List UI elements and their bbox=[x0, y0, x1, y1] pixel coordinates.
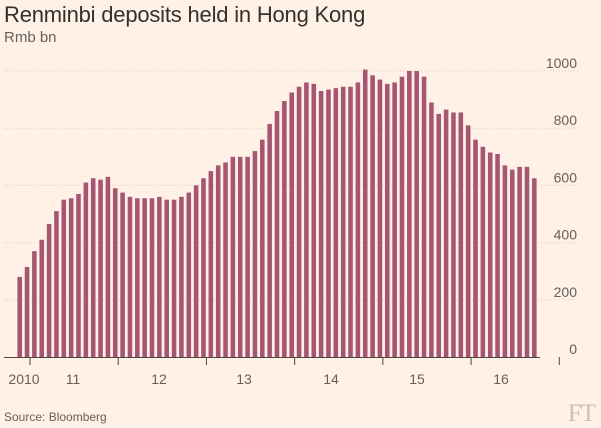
x-tick-label: 12 bbox=[151, 371, 167, 387]
x-axis bbox=[4, 357, 560, 365]
bar bbox=[480, 146, 486, 357]
bar bbox=[237, 156, 243, 357]
bar bbox=[39, 239, 45, 357]
bar bbox=[443, 109, 449, 357]
bar bbox=[304, 82, 309, 357]
bar bbox=[223, 162, 228, 357]
bar bbox=[318, 91, 324, 358]
bar bbox=[399, 76, 405, 357]
x-tick-label: 14 bbox=[323, 371, 339, 387]
source-note: Source: Bloomberg bbox=[4, 410, 107, 424]
bar bbox=[149, 198, 155, 357]
bar bbox=[76, 193, 81, 357]
bar bbox=[451, 112, 456, 357]
bar bbox=[524, 166, 530, 357]
bar bbox=[487, 152, 493, 357]
bar bbox=[24, 266, 30, 357]
bar bbox=[120, 192, 125, 357]
bar bbox=[267, 123, 272, 357]
bar bbox=[252, 151, 258, 357]
bar bbox=[532, 178, 537, 357]
bar bbox=[105, 176, 111, 357]
bar bbox=[61, 199, 67, 357]
bar bbox=[208, 171, 214, 357]
bar bbox=[517, 166, 522, 357]
bar bbox=[421, 76, 427, 357]
chart-subtitle: Rmb bn bbox=[4, 29, 57, 46]
bar bbox=[186, 192, 192, 357]
bar bbox=[414, 71, 419, 357]
bar bbox=[274, 111, 280, 357]
bar bbox=[282, 101, 287, 357]
ft-logo: FT bbox=[567, 400, 596, 427]
bar bbox=[348, 86, 353, 357]
y-tick-label: 1000 bbox=[546, 55, 577, 71]
bar bbox=[215, 165, 221, 357]
bar bbox=[362, 69, 368, 357]
bar bbox=[392, 82, 397, 357]
bar bbox=[333, 88, 339, 357]
bar bbox=[135, 198, 140, 357]
bar bbox=[370, 75, 375, 357]
bar bbox=[495, 153, 500, 357]
y-tick-label: 600 bbox=[554, 169, 578, 185]
bar bbox=[296, 86, 302, 357]
x-tick-label: 13 bbox=[236, 371, 252, 387]
bar bbox=[355, 82, 361, 357]
y-tick-label: 400 bbox=[554, 227, 578, 243]
bar bbox=[201, 178, 206, 357]
bar bbox=[90, 178, 96, 357]
bar bbox=[17, 276, 22, 357]
bar bbox=[502, 165, 508, 357]
bar bbox=[385, 83, 390, 358]
bar bbox=[142, 198, 147, 357]
y-tick-label: 0 bbox=[569, 341, 577, 357]
bar bbox=[377, 79, 383, 357]
bar bbox=[98, 179, 103, 357]
bar bbox=[54, 211, 59, 357]
bar bbox=[289, 92, 294, 357]
bar bbox=[407, 71, 412, 357]
bar bbox=[46, 224, 52, 357]
bar bbox=[112, 188, 118, 357]
bar bbox=[436, 113, 442, 358]
bar-series bbox=[17, 69, 537, 358]
bar bbox=[171, 199, 177, 357]
bar bbox=[127, 196, 133, 357]
y-tick-label: 800 bbox=[554, 112, 578, 128]
bar bbox=[429, 102, 434, 358]
bar bbox=[68, 198, 74, 357]
bar bbox=[83, 182, 89, 357]
bar bbox=[260, 139, 265, 357]
bar bbox=[245, 156, 250, 357]
bar bbox=[509, 169, 515, 357]
y-tick-label: 200 bbox=[554, 284, 578, 300]
chart-title: Renminbi deposits held in Hong Kong bbox=[4, 2, 366, 27]
bar bbox=[311, 83, 317, 358]
bar bbox=[473, 139, 478, 357]
bar bbox=[230, 156, 236, 357]
bar bbox=[326, 89, 331, 357]
x-tick-label: 2010 bbox=[8, 371, 39, 387]
bar bbox=[458, 112, 464, 357]
bar bbox=[157, 196, 162, 357]
bar bbox=[340, 86, 346, 357]
x-tick-label: 15 bbox=[409, 371, 425, 387]
axis-labels: 0 200 400 600 800 1000 2010 11 12 13 14 15 16 bbox=[8, 55, 577, 387]
x-tick-label: 16 bbox=[493, 371, 509, 387]
bar bbox=[193, 185, 199, 357]
bar bbox=[465, 125, 471, 357]
x-tick-label: 11 bbox=[66, 371, 81, 387]
bar bbox=[164, 199, 169, 357]
bar bbox=[32, 251, 37, 357]
bar bbox=[179, 196, 184, 357]
